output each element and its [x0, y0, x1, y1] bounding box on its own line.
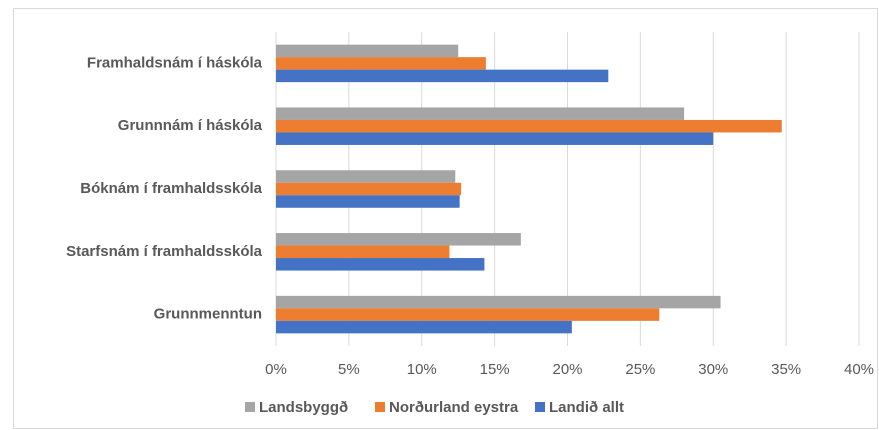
- legend-swatch: [535, 402, 545, 412]
- y-tick-label: Starfsnám í framhaldsskóla: [66, 243, 263, 260]
- bar: [276, 69, 609, 83]
- bar: [276, 132, 714, 145]
- x-tick-label: 15%: [480, 361, 510, 378]
- x-tick-label: 30%: [698, 361, 728, 378]
- bar: [276, 308, 660, 321]
- bar: [276, 320, 572, 334]
- y-tick-label: Grunnnám í háskóla: [118, 117, 263, 134]
- x-tick-label: 20%: [552, 361, 582, 378]
- x-tick-label: 40%: [844, 361, 874, 378]
- legend-label: Landsbyggð: [259, 399, 348, 416]
- x-tick-label: 35%: [771, 361, 801, 378]
- bar: [276, 107, 685, 120]
- x-tick-label: 10%: [407, 361, 437, 378]
- bar: [276, 233, 521, 246]
- bar: [276, 258, 485, 271]
- legend-swatch: [245, 402, 255, 412]
- bar: [276, 119, 782, 133]
- x-tick-label: 5%: [338, 361, 360, 378]
- bar: [276, 57, 486, 70]
- x-tick-label: 0%: [265, 361, 287, 378]
- bar: [276, 195, 460, 208]
- legend-label: Norðurland eystra: [389, 399, 519, 416]
- y-tick-label: Grunnmenntun: [154, 306, 262, 323]
- x-tick-label: 25%: [625, 361, 655, 378]
- bar: [276, 245, 450, 259]
- bar: [276, 170, 456, 183]
- bar: [276, 182, 462, 196]
- bar: [276, 295, 721, 309]
- y-tick-label: Framhaldsnám í háskóla: [87, 54, 263, 71]
- y-tick-label: Bóknám í framhaldsskóla: [80, 180, 262, 197]
- legend-label: Landið allt: [549, 399, 624, 416]
- bar: [276, 44, 459, 58]
- legend-swatch: [375, 402, 385, 412]
